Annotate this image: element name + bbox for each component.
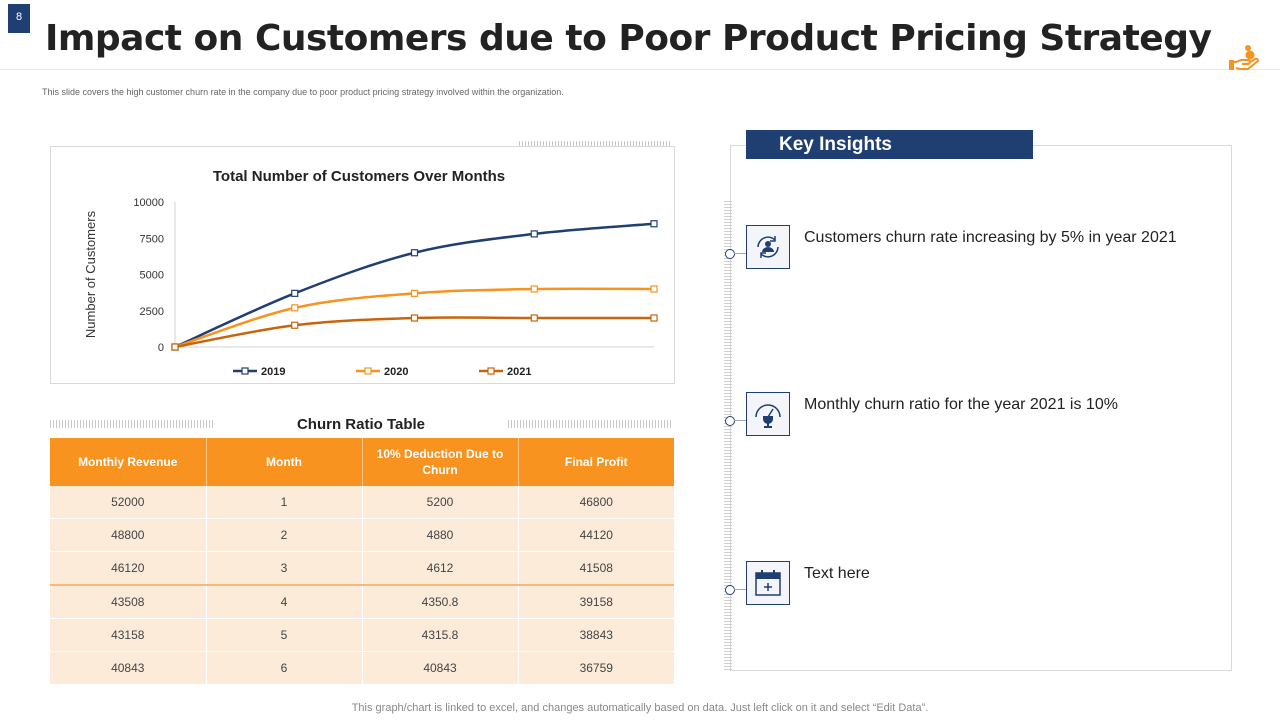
page-title: Impact on Customers due to Poor Product … — [45, 18, 1212, 59]
table-cell: 40843 — [50, 651, 207, 685]
data-point-2019 — [530, 230, 538, 238]
hand-money-icon — [1229, 45, 1259, 70]
data-point-2020 — [650, 285, 658, 293]
decorative-hatch — [50, 420, 214, 428]
key-insights-panel — [730, 145, 1232, 671]
timeline-connector — [734, 420, 746, 421]
y-tick-label: 0 — [158, 342, 164, 354]
customer-refresh-icon — [746, 225, 790, 269]
table-row: 40843 6 40843 36759 — [50, 651, 674, 685]
table-cell: 46120 — [50, 551, 207, 586]
timeline-dot — [725, 249, 735, 259]
table-cell: 43508 — [50, 585, 207, 619]
footer-note: This graph/chart is linked to excel, and… — [351, 702, 929, 714]
line-chart[interactable]: Total Number of Customers Over Months Num… — [51, 147, 674, 383]
column-header: Month — [206, 438, 363, 486]
column-header: 10% Deduction Due to Churn — [362, 438, 519, 486]
table-cell: 39158 — [518, 585, 674, 619]
table-cell: 4880 — [362, 518, 519, 552]
table-cell: 4612 — [362, 551, 519, 586]
y-axis-label: Number of Customers — [83, 210, 98, 338]
decorative-hatch — [519, 141, 671, 149]
legend-label-2019: 2019 — [261, 366, 285, 378]
timeline-connector — [734, 253, 746, 254]
data-point-2020 — [530, 285, 538, 293]
churn-ratio-table: Monthly Revenue Month 10% Deduction Due … — [50, 438, 674, 685]
table-cell: 5 — [206, 618, 363, 652]
table-cell: 48800 — [50, 518, 207, 552]
calendar-icon — [746, 561, 790, 605]
legend-marker-2019 — [241, 367, 249, 375]
data-point-2021 — [650, 314, 658, 322]
data-point-2019 — [410, 249, 419, 257]
data-point-2020 — [410, 289, 419, 297]
column-header: Monthly Revenue — [50, 438, 207, 486]
data-point-2021 — [410, 314, 419, 322]
table-row: 48800 2 4880 44120 — [50, 518, 674, 552]
table-cell: 40843 — [362, 651, 519, 685]
table-cell: 4350.8 — [362, 585, 519, 619]
table-cell: 2 — [206, 518, 363, 552]
legend-label-2020: 2020 — [384, 366, 408, 378]
timeline-dot — [725, 416, 735, 426]
data-point-2019 — [650, 220, 658, 228]
data-point-2021 — [291, 321, 299, 329]
y-tick-label: 10000 — [133, 197, 164, 209]
data-point-2021 — [171, 343, 179, 351]
table-header-row: Monthly Revenue Month 10% Deduction Due … — [50, 438, 674, 486]
decorative-hatch — [724, 200, 732, 670]
y-tick-label: 7500 — [140, 233, 164, 245]
data-point-2021 — [530, 314, 538, 322]
insight-text: Customers churn rate increasing by 5% in… — [804, 229, 1177, 246]
speedometer-trophy-icon — [746, 392, 790, 436]
decorative-hatch — [508, 420, 672, 428]
y-tick-label: 5000 — [140, 270, 164, 282]
table-cell: 41508 — [518, 551, 674, 586]
table-row: 52000 1 5200 46800 — [50, 486, 674, 519]
table-cell: 38843 — [518, 618, 674, 652]
table-title: Churn Ratio Table — [296, 416, 426, 433]
legend-marker-2020 — [364, 367, 372, 375]
legend-marker-2021 — [487, 367, 495, 375]
table-cell: 46800 — [518, 486, 674, 519]
table-cell: 6 — [206, 651, 363, 685]
slide-number: 8 — [8, 4, 30, 33]
legend-label-2021: 2021 — [507, 366, 531, 378]
timeline-dot — [725, 585, 735, 595]
line-chart-container[interactable]: Total Number of Customers Over Months Num… — [50, 146, 675, 384]
insight-text: Monthly churn ratio for the year 2021 is… — [804, 396, 1118, 413]
data-point-2020 — [291, 304, 299, 312]
title-divider — [0, 69, 1280, 70]
timeline-connector — [734, 589, 746, 590]
insight-text: Text here — [804, 565, 870, 582]
table-cell: 5200 — [362, 486, 519, 519]
data-point-2019 — [291, 289, 299, 297]
table-row: 43158 5 4315.8 38843 — [50, 618, 674, 652]
table-cell: 36759 — [518, 651, 674, 685]
table-cell: 1 — [206, 486, 363, 519]
column-header: Final Profit — [518, 438, 674, 486]
chart-title: Total Number of Customers Over Months — [213, 168, 505, 185]
table-cell: 4315.8 — [362, 618, 519, 652]
table-row: 46120 3 4612 41508 — [50, 551, 674, 586]
series-line-2019 — [174, 222, 655, 349]
table-cell: 44120 — [518, 518, 674, 552]
key-insights-title: Key Insights — [746, 130, 1033, 159]
table-row: 43508 4 4350.8 39158 — [50, 585, 674, 619]
table-cell: 3 — [206, 551, 363, 586]
table-cell: 43158 — [50, 618, 207, 652]
slide-subtitle: This slide covers the high customer chur… — [42, 87, 564, 97]
y-tick-label: 2500 — [140, 306, 164, 318]
table-cell: 52000 — [50, 486, 207, 519]
table-cell: 4 — [206, 585, 363, 619]
